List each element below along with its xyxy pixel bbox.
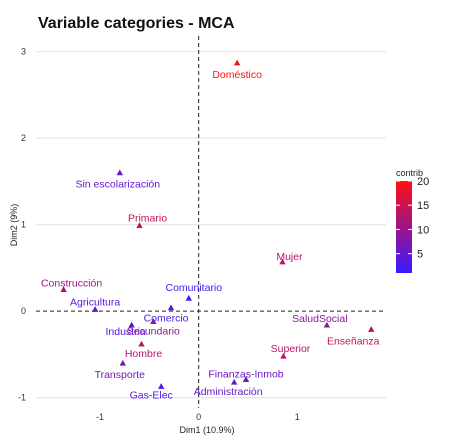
y-tick-label: -1	[18, 393, 26, 403]
point-label: Gas-Elec	[130, 389, 173, 401]
point-label: Transporte	[95, 369, 146, 381]
point-marker	[368, 326, 375, 332]
legend-tick-label: 20	[417, 176, 429, 188]
point-label: Enseñanza	[327, 335, 380, 347]
legend: contrib 5 10 15 20	[396, 168, 429, 273]
legend-tick-label: 5	[417, 249, 423, 261]
point-label: Hombre	[125, 348, 163, 360]
point-label: Administración	[194, 386, 263, 398]
y-tick-label: 1	[21, 220, 26, 230]
point-label: Mujer	[276, 251, 303, 263]
point-marker	[323, 321, 331, 328]
point-label: Primario	[128, 212, 167, 224]
point-marker	[60, 286, 67, 293]
point-label: Sin escolarización	[75, 179, 160, 191]
points	[60, 59, 375, 389]
point-label: SaludSocial	[292, 313, 347, 325]
point-marker	[167, 304, 175, 311]
point-labels: Doméstico Sin escolarización Primario Mujer…	[41, 69, 380, 402]
point-label: Agricultura	[70, 296, 120, 308]
point-label: Secundario	[127, 325, 180, 337]
point-marker	[116, 169, 124, 176]
legend-tick-label: 15	[417, 200, 429, 212]
point-label: Comunitario	[166, 282, 223, 294]
y-axis-label: Dim2 (9%)	[9, 204, 19, 247]
x-tick-label: 1	[295, 412, 300, 422]
chart-title: Variable categories - MCA	[38, 15, 235, 32]
x-axis-label: Dim1 (10.9%)	[179, 425, 234, 435]
point-label: Comercio	[144, 313, 189, 325]
point-marker	[230, 378, 238, 385]
axis-ticks: -1 0 1 2 3 -1 0 1	[18, 47, 300, 422]
point-label: Industria	[105, 326, 145, 338]
legend-colorbar	[396, 181, 412, 273]
point-marker	[279, 258, 286, 265]
point-marker	[150, 318, 157, 325]
legend-title: contrib	[396, 168, 423, 178]
x-tick-label: -1	[96, 412, 104, 422]
point-marker	[242, 376, 250, 383]
point-marker	[138, 340, 145, 347]
point-label: Finanzas-Inmob	[208, 368, 283, 380]
point-marker	[136, 222, 143, 229]
point-marker	[280, 352, 287, 359]
y-tick-label: 3	[21, 47, 26, 57]
point-marker	[119, 359, 126, 366]
point-label: Construcción	[41, 277, 102, 289]
legend-tick-label: 10	[417, 224, 429, 236]
point-marker	[185, 294, 193, 301]
point-label: Superior	[271, 343, 311, 355]
y-tick-label: 0	[21, 306, 26, 316]
legend-ticks: 5 10 15 20	[396, 176, 429, 261]
y-tick-label: 2	[21, 133, 26, 143]
point-marker	[128, 321, 135, 328]
point-label: Doméstico	[212, 69, 262, 81]
point-marker	[158, 383, 165, 389]
point-marker	[91, 306, 99, 312]
x-tick-label: 0	[196, 412, 201, 422]
reference-lines	[36, 36, 386, 408]
point-marker	[233, 59, 241, 66]
grid-lines	[36, 50, 386, 399]
